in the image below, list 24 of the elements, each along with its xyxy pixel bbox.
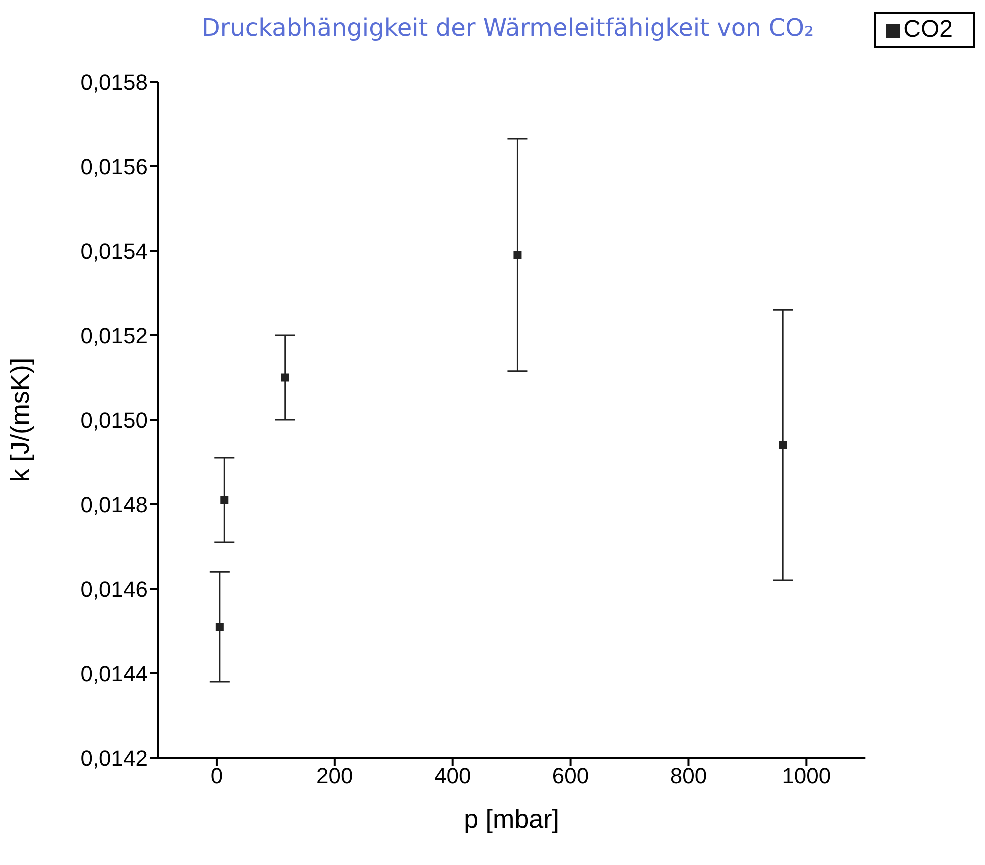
y-tick-label: 0,0152 (80, 323, 148, 348)
x-tick-label: 600 (552, 764, 590, 789)
point (514, 251, 522, 260)
point (220, 496, 229, 504)
x-tick-label: 0 (210, 764, 224, 789)
x-tick-label: 800 (670, 764, 708, 789)
x-tick-label: 400 (434, 764, 472, 789)
y-tick-label: 0,0156 (80, 154, 148, 180)
y-tick-label: 0,0146 (80, 576, 148, 602)
y-tick-label: 0,0148 (80, 492, 148, 518)
chart-title: Druckabhängigkeit der Wärmeleitfähigkeit von CO₂ (200, 14, 816, 42)
y-tick-label: 0,0142 (80, 746, 148, 771)
y-tick-label: 0,0144 (80, 661, 148, 686)
y-axis-title: k [J/(msK)] (5, 358, 36, 482)
y-tick-label: 0,0154 (80, 238, 148, 264)
x-axis-title: p [mbar] (464, 804, 560, 834)
y-tick-label: 0,0150 (80, 408, 148, 433)
y-tick-label: 0,0158 (80, 70, 148, 95)
x-tick-label: 1000 (782, 764, 832, 789)
point (281, 374, 290, 382)
x-tick-label: 200 (316, 764, 354, 789)
legend-label: CO2 (904, 16, 953, 43)
point (216, 623, 224, 632)
point (779, 441, 788, 450)
